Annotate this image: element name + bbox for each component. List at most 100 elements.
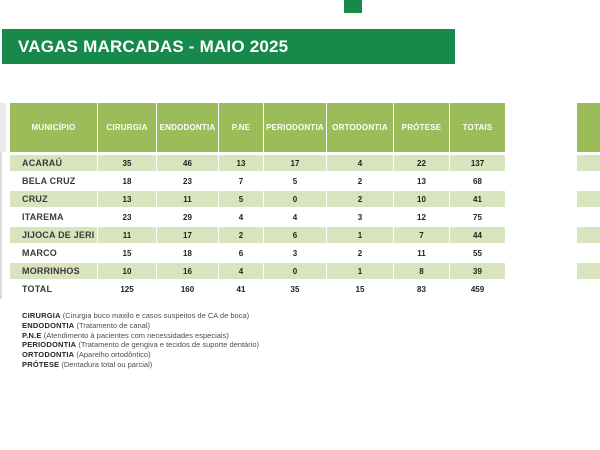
- value-cell: 29: [157, 209, 219, 225]
- value-cell: 17: [264, 155, 327, 171]
- value-cell: 11: [98, 227, 157, 243]
- value-cell: 2: [219, 227, 264, 243]
- total-value-cell: 83: [394, 281, 450, 297]
- value-cell: 5: [264, 173, 327, 189]
- page-title: VAGAS MARCADAS - MAIO 2025: [18, 36, 289, 56]
- value-cell: 7: [394, 227, 450, 243]
- col-header-ortodontia: ORTODONTIA: [327, 103, 394, 152]
- legend-term: PERIODONTIA: [22, 340, 77, 350]
- legend-desc: (Dentadura total ou parcial): [61, 359, 153, 369]
- value-cell: 35: [98, 155, 157, 171]
- total-value-cell: 160: [157, 281, 219, 297]
- value-cell: 46: [157, 155, 219, 171]
- municipality-cell: MORRINHOS: [10, 263, 98, 279]
- legend-item: ENDODONTIA (Tratamento de canal): [22, 321, 259, 331]
- table-right-edge-row-sliver: [577, 155, 600, 171]
- value-cell: 4: [219, 209, 264, 225]
- total-cell: 55: [450, 245, 505, 261]
- col-header-pne: P.NE: [219, 103, 264, 152]
- table-row: ITAREMA 23 29 4 4 3 12 75: [10, 209, 505, 225]
- legend-desc: (Cirurgia buco maxilo e casos suspeitos …: [62, 311, 250, 320]
- table-row: JIJOCA DE JERI 11 17 2 6 1 7 44: [10, 227, 505, 243]
- value-cell: 13: [98, 191, 157, 207]
- total-cell: 75: [450, 209, 505, 225]
- legend-term: CIRURGIA: [22, 311, 61, 320]
- value-cell: 2: [327, 245, 394, 261]
- legend-desc: (Aparelho ortodôntico): [76, 350, 151, 360]
- value-cell: 11: [394, 245, 450, 261]
- value-cell: 10: [98, 263, 157, 279]
- total-value-cell: 125: [98, 281, 157, 297]
- value-cell: 23: [98, 209, 157, 225]
- municipality-cell: JIJOCA DE JERI: [10, 227, 98, 243]
- value-cell: 3: [264, 245, 327, 261]
- value-cell: 7: [219, 173, 264, 189]
- value-cell: 18: [98, 173, 157, 189]
- legend-desc: (Tratamento de canal): [76, 320, 151, 330]
- total-cell: 68: [450, 173, 505, 189]
- table-left-edge-sliver: [0, 103, 6, 152]
- legend: CIRURGIA (Cirurgia buco maxilo e casos s…: [22, 311, 259, 370]
- value-cell: 5: [219, 191, 264, 207]
- municipality-cell: MARCO: [10, 245, 98, 261]
- table-right-edge-row-sliver: [577, 263, 600, 279]
- total-value-cell: 41: [219, 281, 264, 297]
- total-cell: 44: [450, 227, 505, 243]
- table-row: MORRINHOS 10 16 4 0 1 8 39: [10, 263, 505, 279]
- value-cell: 16: [157, 263, 219, 279]
- table-row: ACARAÚ 35 46 13 17 4 22 137: [10, 155, 505, 171]
- total-cell: 41: [450, 191, 505, 207]
- value-cell: 10: [394, 191, 450, 207]
- col-header-periodontia: PERIODONTIA: [264, 103, 327, 152]
- value-cell: 4: [219, 263, 264, 279]
- municipality-cell: ITAREMA: [10, 209, 98, 225]
- col-header-protese: PRÓTESE: [394, 103, 450, 152]
- value-cell: 15: [98, 245, 157, 261]
- table-row: CRUZ 13 11 5 0 2 10 41: [10, 191, 505, 207]
- value-cell: 0: [264, 191, 327, 207]
- vagas-table: MUNICÍPIO CIRURGIA ENDODONTIA P.NE PERIO…: [10, 103, 505, 299]
- legend-desc: (Tratamento de gengiva e tecidos de supo…: [78, 340, 260, 350]
- value-cell: 23: [157, 173, 219, 189]
- value-cell: 13: [394, 173, 450, 189]
- table-right-edge-row-sliver: [577, 173, 600, 189]
- grand-total-cell: 459: [450, 281, 505, 297]
- value-cell: 1: [327, 227, 394, 243]
- table-right-edge-row-sliver: [577, 245, 600, 261]
- table-row: BELA CRUZ 18 23 7 5 2 13 68: [10, 173, 505, 189]
- legend-desc: (Atendimento à pacientes com necessidade…: [43, 330, 229, 340]
- value-cell: 12: [394, 209, 450, 225]
- total-cell: 137: [450, 155, 505, 171]
- legend-term: PRÓTESE: [22, 359, 60, 369]
- table-right-edge-row-sliver: [577, 209, 600, 225]
- table-right-edge-row-sliver: [577, 191, 600, 207]
- legend-item: CIRURGIA (Cirurgia buco maxilo e casos s…: [22, 311, 259, 321]
- table-header: MUNICÍPIO CIRURGIA ENDODONTIA P.NE PERIO…: [10, 103, 505, 152]
- value-cell: 18: [157, 245, 219, 261]
- value-cell: 4: [264, 209, 327, 225]
- table-row: MARCO 15 18 6 3 2 11 55: [10, 245, 505, 261]
- legend-term: P.N.E: [22, 330, 42, 340]
- value-cell: 6: [264, 227, 327, 243]
- value-cell: 2: [327, 191, 394, 207]
- value-cell: 6: [219, 245, 264, 261]
- legend-item: PERIODONTIA (Tratamento de gengiva e tec…: [22, 340, 259, 350]
- legend-item: PRÓTESE (Dentadura total ou parcial): [22, 360, 259, 370]
- value-cell: 8: [394, 263, 450, 279]
- municipality-cell: ACARAÚ: [10, 155, 98, 171]
- table-right-edge-header-sliver: [577, 103, 600, 152]
- table-right-edge-row-sliver: [577, 227, 600, 243]
- value-cell: 0: [264, 263, 327, 279]
- legend-term: ORTODONTIA: [22, 350, 75, 360]
- value-cell: 3: [327, 209, 394, 225]
- legend-item: ORTODONTIA (Aparelho ortodôntico): [22, 350, 259, 360]
- legend-term: ENDODONTIA: [22, 320, 75, 330]
- municipality-cell: CRUZ: [10, 191, 98, 207]
- value-cell: 2: [327, 173, 394, 189]
- value-cell: 22: [394, 155, 450, 171]
- total-value-cell: 15: [327, 281, 394, 297]
- total-value-cell: 35: [264, 281, 327, 297]
- value-cell: 17: [157, 227, 219, 243]
- table-left-edge-line: [0, 152, 2, 299]
